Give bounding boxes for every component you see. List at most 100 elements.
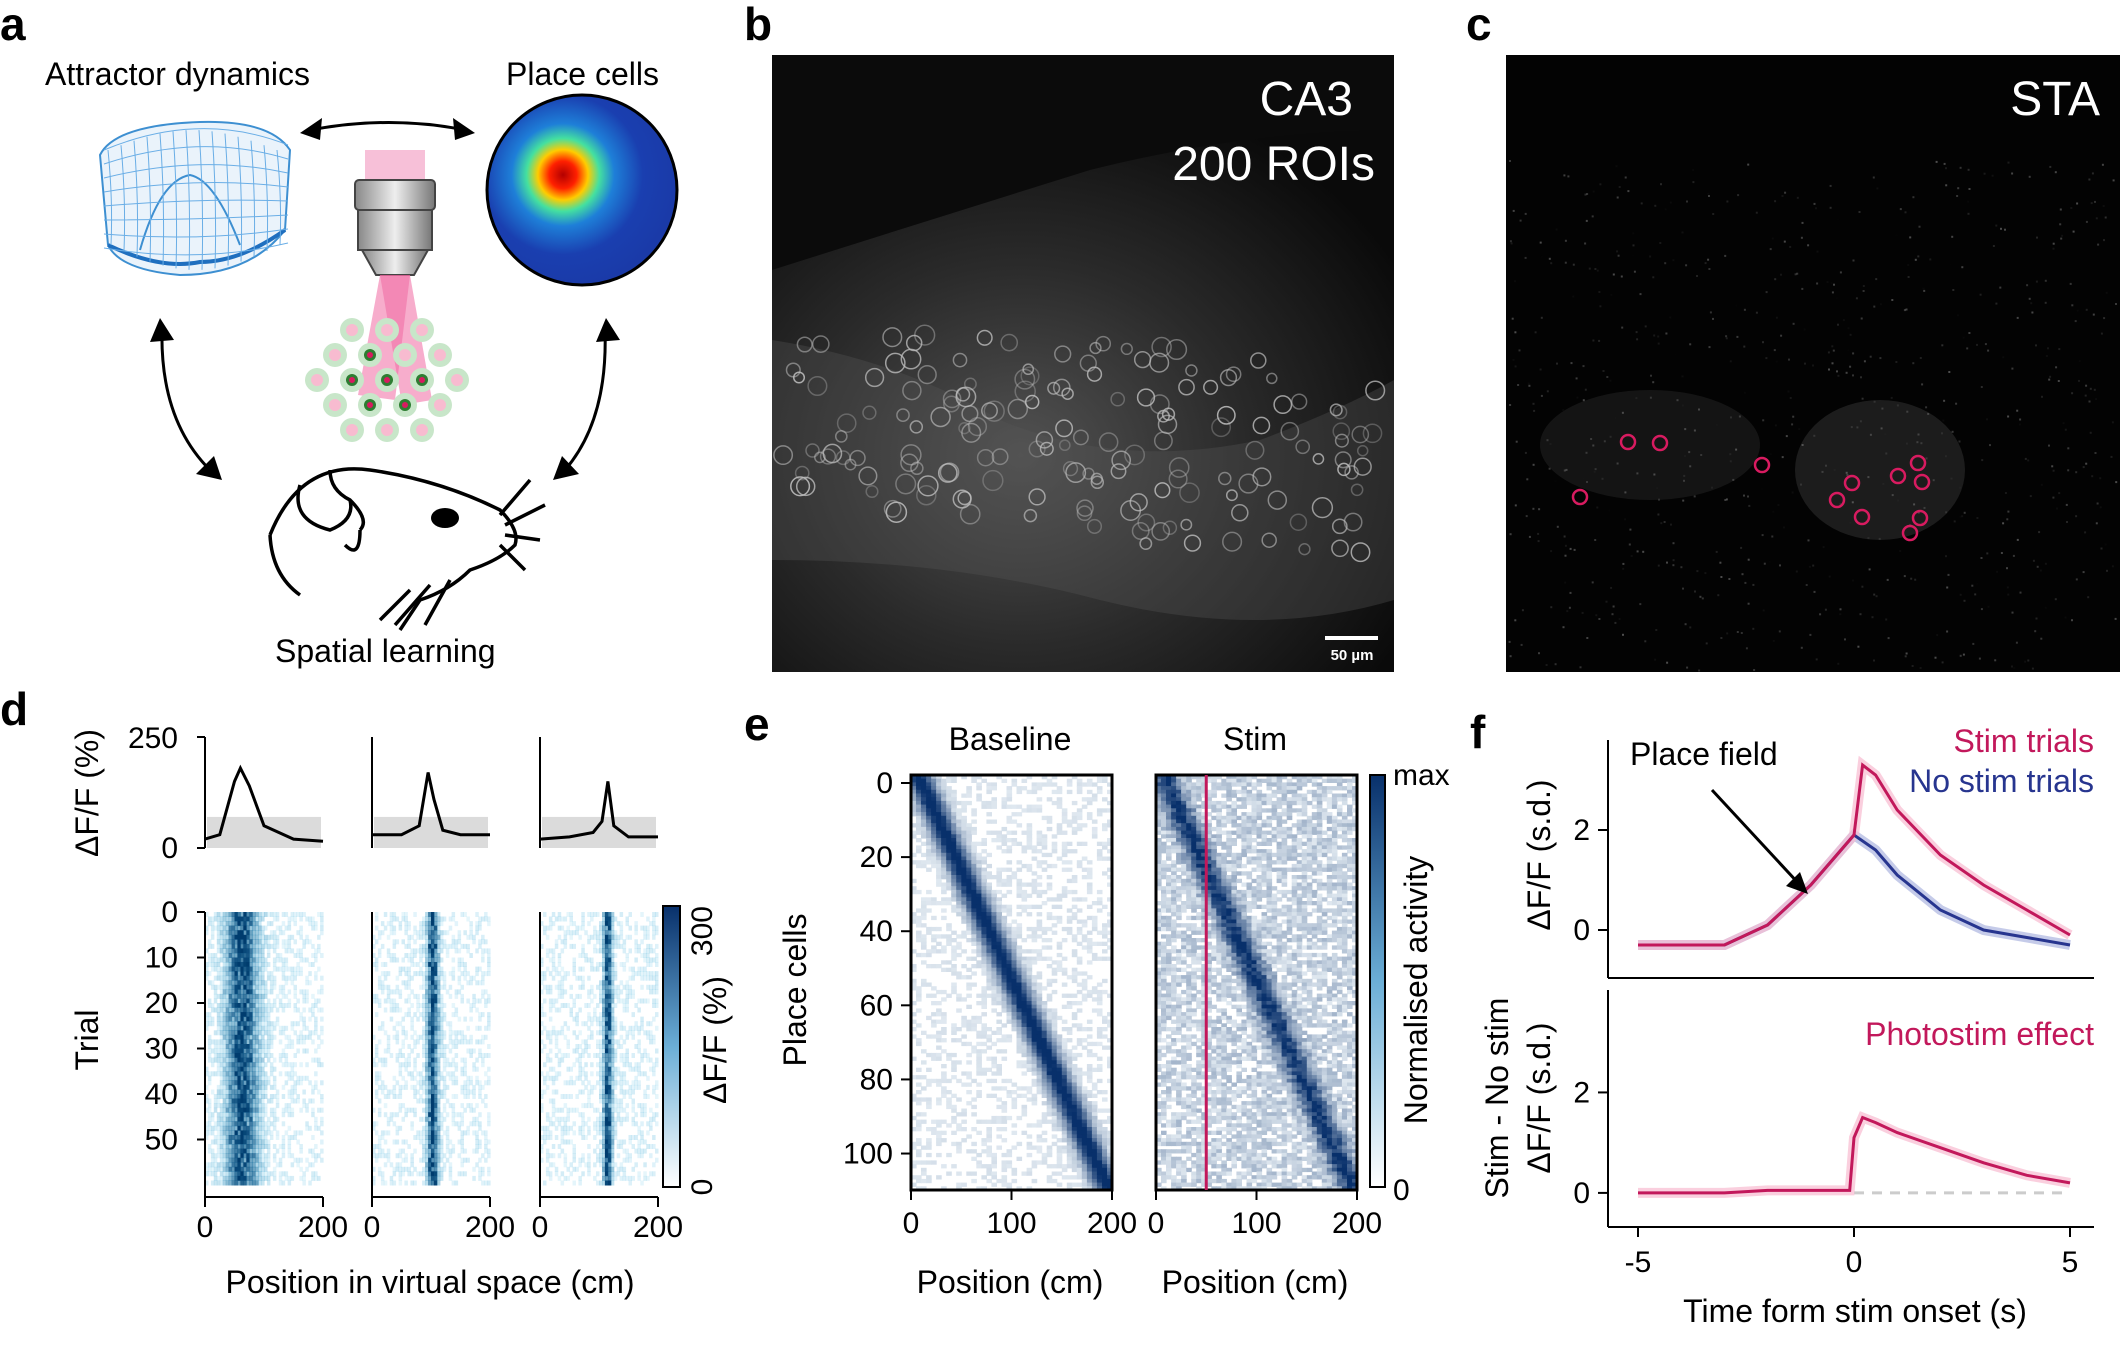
d-heat-cell: [410, 1157, 414, 1163]
d-heat-cell: [625, 1003, 629, 1008]
d-heat-cell: [439, 1025, 444, 1031]
d-heat-cell: [205, 1071, 209, 1077]
d-heat-cell: [431, 1075, 435, 1081]
noise-speck: [1683, 474, 1686, 477]
d-heat-cell: [460, 1135, 464, 1140]
d-heat-cell: [607, 1116, 612, 1122]
d-heat-cell: [578, 984, 582, 990]
d-heat-cell: [475, 948, 479, 954]
mesh-line: [107, 149, 113, 246]
d-xtick-label: 200: [465, 1211, 515, 1244]
e-heat-cell: [1046, 778, 1053, 783]
d-heat-cell: [419, 1075, 423, 1081]
d-heat-cell: [398, 1148, 403, 1154]
noise-speck: [1847, 327, 1850, 330]
d-heat-cell: [551, 1003, 556, 1008]
d-heat-cell: [602, 1148, 606, 1154]
d-heat-cell: [625, 998, 629, 1004]
d-heat-cell: [463, 943, 467, 949]
d-heat-cell: [225, 921, 230, 927]
e-heat-cell: [946, 786, 952, 791]
d-heat-cell: [545, 1030, 550, 1036]
d-heat-cell: [655, 1012, 659, 1018]
d-heat-cell: [587, 1053, 591, 1058]
d-heat-cell: [596, 1071, 600, 1077]
d-heat-cell: [543, 998, 547, 1004]
d-heat-cell: [540, 1021, 544, 1027]
d-heat-cell: [219, 1084, 224, 1090]
d-heat-cell: [383, 971, 388, 977]
d-heat-cell: [631, 993, 635, 999]
cell-body: [1334, 451, 1352, 469]
noise-speck: [1644, 640, 1647, 643]
d-heat-cell: [222, 1016, 227, 1022]
d-heat-cell: [596, 948, 600, 954]
roi-circles: [1571, 433, 1931, 542]
d-heat-cell: [655, 925, 659, 931]
d-heat-cell: [649, 1066, 653, 1072]
noise-speck: [1735, 448, 1738, 451]
d-heat-cell: [640, 1139, 644, 1145]
d-heat-cell: [401, 1025, 405, 1031]
d-heat-cell: [478, 1084, 482, 1090]
d-heat-cell: [225, 1166, 230, 1172]
noise-speck: [1847, 349, 1849, 351]
d-heat-cell: [640, 939, 644, 945]
noise-speck: [1605, 600, 1608, 603]
d-heat-cell: [581, 1089, 585, 1095]
d-heat-cell: [243, 1153, 247, 1159]
d-heat-cell: [448, 925, 453, 931]
noise-speck: [1796, 272, 1799, 275]
noise-speck: [1879, 357, 1882, 360]
d-heat-cell: [578, 1030, 582, 1036]
d-heat-cell: [425, 930, 429, 936]
d-heat-cell: [619, 1044, 624, 1049]
d-heat-cell: [234, 1048, 238, 1054]
d-heat-cell: [643, 1048, 647, 1054]
d-heat-cell: [419, 1003, 423, 1008]
d-heat-cell: [469, 1016, 473, 1022]
d-heat-cell: [460, 1112, 464, 1118]
noise-speck: [2024, 457, 2027, 460]
d-heat-cell: [566, 1112, 570, 1118]
d-heat-cell: [572, 930, 576, 936]
d-heat-cell: [622, 1166, 627, 1172]
d-heat-cell: [548, 957, 553, 963]
d-heat-cell: [287, 921, 292, 927]
d-heat-cell: [255, 1007, 259, 1013]
noise-speck: [1514, 280, 1516, 283]
d-heat-cell: [431, 1157, 435, 1163]
d-heat-cell: [240, 948, 244, 954]
d-heat-cell: [433, 966, 438, 972]
d-heat-cell: [281, 1153, 286, 1159]
d-heat-cell: [317, 1175, 321, 1181]
d-heat-cell: [607, 1021, 612, 1027]
d-heat-cell: [398, 1107, 403, 1113]
d-heat-cell: [205, 966, 209, 972]
noise-speck: [1693, 429, 1696, 432]
d-heat-cell: [487, 1121, 491, 1127]
d-heat-cell: [442, 1030, 447, 1036]
d-heat-cell: [652, 1084, 656, 1090]
d-heat-cell: [442, 1162, 447, 1168]
d-heat-cell: [264, 912, 268, 917]
d-heat-cell: [578, 966, 582, 972]
d-heat-cell: [266, 1162, 271, 1168]
d-heat-cell: [607, 1048, 612, 1054]
d-heat-cell: [439, 975, 444, 981]
d-heat-cell: [540, 1089, 544, 1095]
d-heat-cell: [258, 1053, 262, 1058]
d-heat-cell: [372, 1034, 376, 1040]
d-heat-cell: [240, 1084, 244, 1090]
d-heat-cell: [249, 1103, 253, 1109]
d-heat-cell: [578, 975, 582, 981]
cell-body: [1203, 379, 1219, 395]
d-heat-cell: [222, 993, 227, 999]
d-heat-cell: [255, 1171, 259, 1177]
d-heat-cell: [383, 1130, 388, 1136]
neuron-body: [434, 349, 446, 361]
d-heat-cell: [372, 1175, 376, 1181]
noise-speck: [1615, 165, 1618, 168]
d-heat-cell: [545, 1153, 550, 1159]
d-heat-cell: [422, 1066, 426, 1072]
